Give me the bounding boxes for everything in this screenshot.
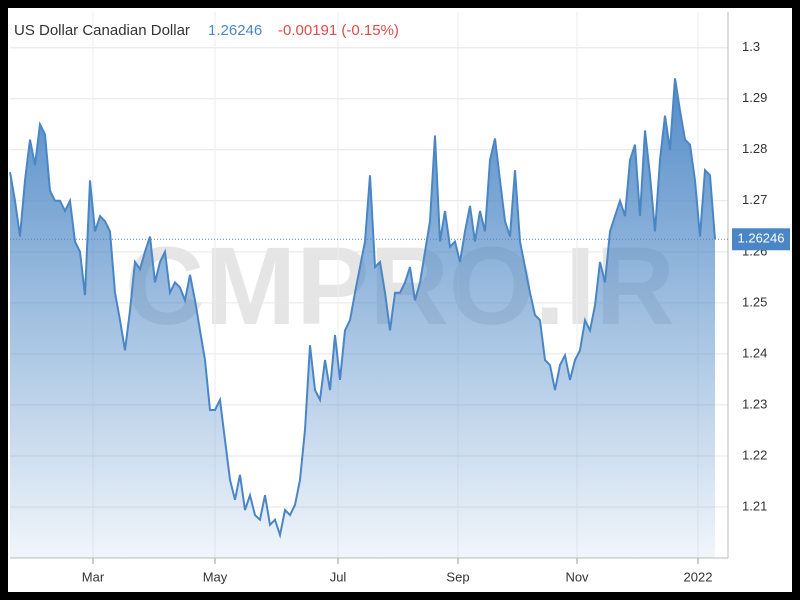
x-tick-label: Sep bbox=[446, 569, 469, 584]
x-tick-label: Mar bbox=[82, 569, 105, 584]
y-tick-label: 1.22 bbox=[742, 447, 767, 462]
x-tick-label: May bbox=[203, 569, 228, 584]
y-tick-label: 1.24 bbox=[742, 345, 767, 360]
last-value-label: 1.26246 bbox=[738, 231, 785, 246]
y-tick-label: 1.29 bbox=[742, 90, 767, 105]
chart-title: US Dollar Canadian Dollar bbox=[14, 22, 190, 39]
last-value-box bbox=[732, 228, 790, 251]
price: 1.26246 bbox=[208, 22, 262, 39]
y-tick-label: 1.27 bbox=[742, 192, 767, 207]
x-tick-label: Jul bbox=[330, 569, 347, 584]
x-tick-label: 2022 bbox=[684, 569, 713, 584]
x-tick-label: Nov bbox=[565, 569, 589, 584]
y-tick-label: 1.21 bbox=[742, 498, 767, 513]
y-tick-label: 1.25 bbox=[742, 294, 767, 309]
line bbox=[9, 78, 716, 539]
y-tick-label: 1.3 bbox=[742, 39, 760, 54]
area-fill bbox=[10, 78, 715, 559]
y-tick-label: 1.28 bbox=[742, 141, 767, 156]
y-tick-label: 1.23 bbox=[742, 396, 767, 411]
